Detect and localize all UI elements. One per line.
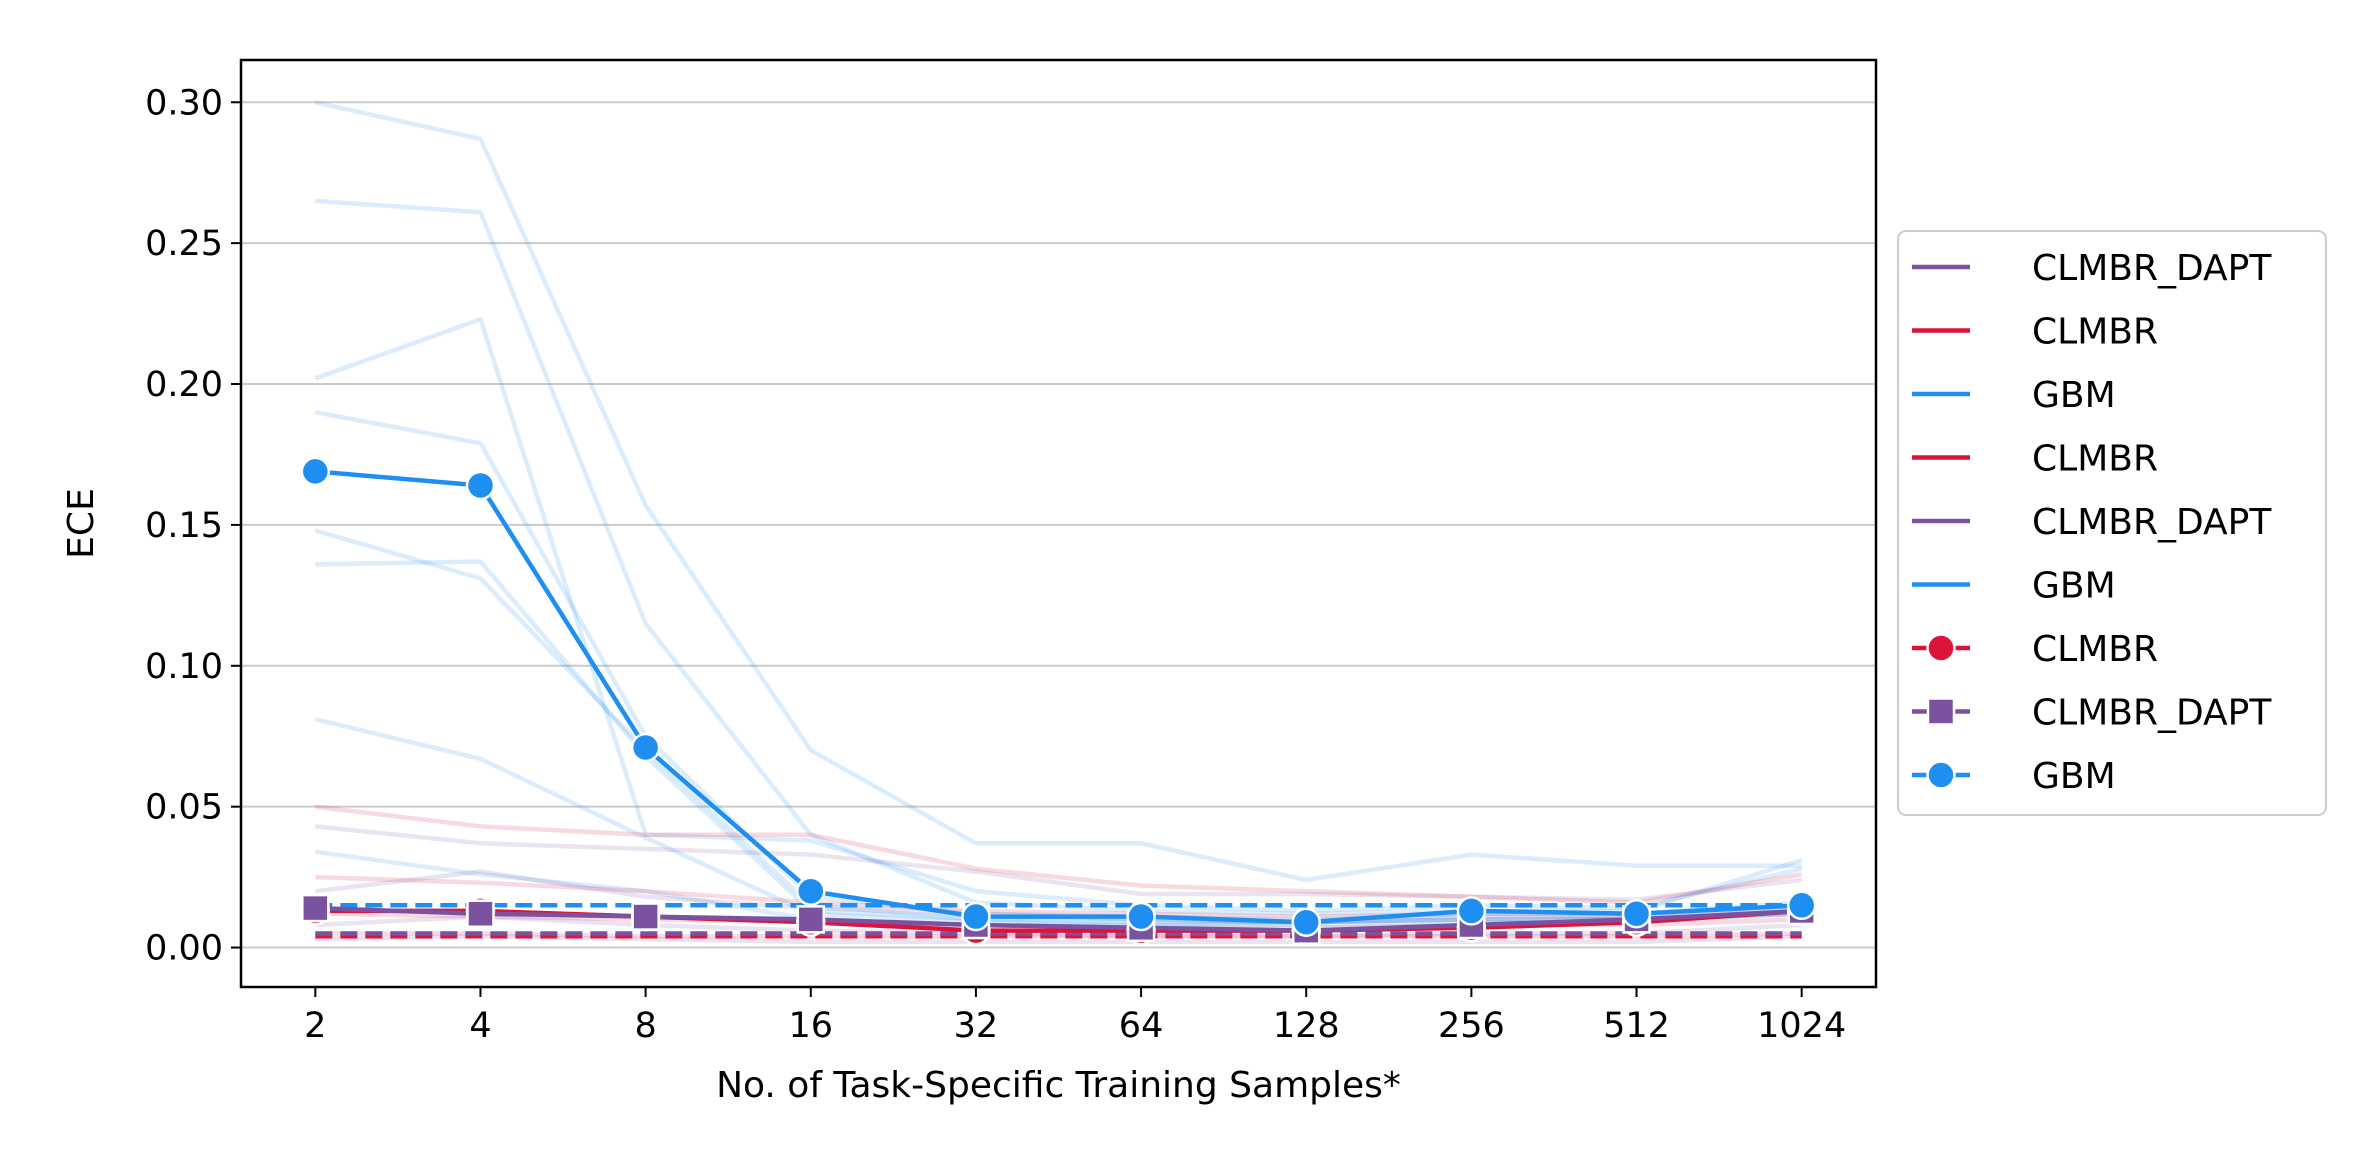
legend-label: CLMBR	[2032, 439, 2158, 480]
y-tick-label: 0.05	[145, 788, 223, 828]
series-line-clmbr-dapt	[315, 905, 1802, 933]
plot-area	[300, 100, 1817, 946]
y-tick-label: 0.10	[145, 647, 223, 687]
legend-label: GBM	[2032, 756, 2116, 797]
x-tick-label: 1024	[1757, 1006, 1846, 1046]
faint-line-clmbr	[315, 804, 1803, 905]
x-tick-label: 2	[304, 1006, 326, 1046]
point-gbm	[630, 732, 661, 763]
point-clmbr-dapt	[796, 905, 826, 934]
point-gbm	[1456, 896, 1487, 926]
faint-line-gbm	[314, 528, 1802, 925]
legend-label: GBM	[2032, 375, 2116, 416]
faint-line-clmbr-dapt	[315, 934, 1802, 945]
x-tick-label: 128	[1273, 1006, 1340, 1046]
y-tick-label: 0.15	[145, 506, 223, 546]
legend-label: CLMBR_DAPT	[2032, 502, 2272, 543]
x-axis-title: No. of Task-Specific Training Samples*	[716, 1065, 1401, 1106]
point-gbm	[1621, 898, 1652, 929]
point-gbm	[1291, 907, 1321, 937]
x-tick-label: 32	[954, 1006, 999, 1046]
point-gbm	[1126, 901, 1156, 932]
faint-line-gbm	[314, 100, 1802, 883]
point-clmbr-dapt	[466, 899, 495, 928]
faint-line-clmbr-dapt	[315, 824, 1802, 902]
point-clmbr-dapt	[301, 893, 330, 923]
axes: 0.00 0.05 0.10 0.15 0.20 0.25 0.30 2 4 8 16 32 64 128…	[145, 83, 1846, 1046]
legend-label: CLMBR_DAPT	[2032, 693, 2272, 734]
legend-label: CLMBR	[2032, 312, 2158, 353]
point-gbm	[465, 470, 496, 501]
x-tick-label: 256	[1438, 1006, 1505, 1046]
legend-box	[1897, 230, 2327, 816]
y-tick-label: 0.20	[145, 365, 223, 405]
series-line-gbm	[315, 469, 1802, 925]
y-tick-label: 0.30	[145, 83, 223, 123]
faint-line-gbm	[314, 717, 1802, 928]
legend: CLMBR_DAPT CLMBR GBM CLMBR CLMBR_DAPT GBM CLMB…	[1897, 230, 2327, 816]
x-tick-label: 4	[469, 1006, 491, 1046]
point-gbm	[961, 901, 991, 932]
legend-marker-clmbr	[1926, 633, 1956, 663]
faint-line-clmbr	[315, 874, 1802, 919]
y-axis-title: ECE	[61, 488, 102, 559]
x-tick-label: 8	[634, 1006, 656, 1046]
faint-line-gbm	[315, 559, 1802, 925]
y-tick-label: 0.25	[145, 224, 223, 264]
x-tick-label: 512	[1603, 1006, 1670, 1046]
point-gbm	[796, 876, 826, 906]
legend-label: CLMBR_DAPT	[2032, 248, 2272, 289]
point-gbm	[1786, 890, 1817, 921]
point-gbm	[300, 456, 331, 487]
y-tick-label: 0.00	[145, 929, 223, 969]
x-tick-label: 16	[788, 1006, 833, 1046]
legend-marker-clmbr-dapt	[1926, 697, 1956, 726]
legend-label: GBM	[2032, 566, 2116, 607]
legend-marker-gbm	[1926, 760, 1956, 790]
gridlines	[241, 101, 1876, 949]
legend-label: CLMBR	[2032, 629, 2158, 670]
point-clmbr-dapt	[631, 902, 660, 931]
plot-frame	[239, 58, 1878, 989]
x-tick-label: 64	[1119, 1006, 1164, 1046]
